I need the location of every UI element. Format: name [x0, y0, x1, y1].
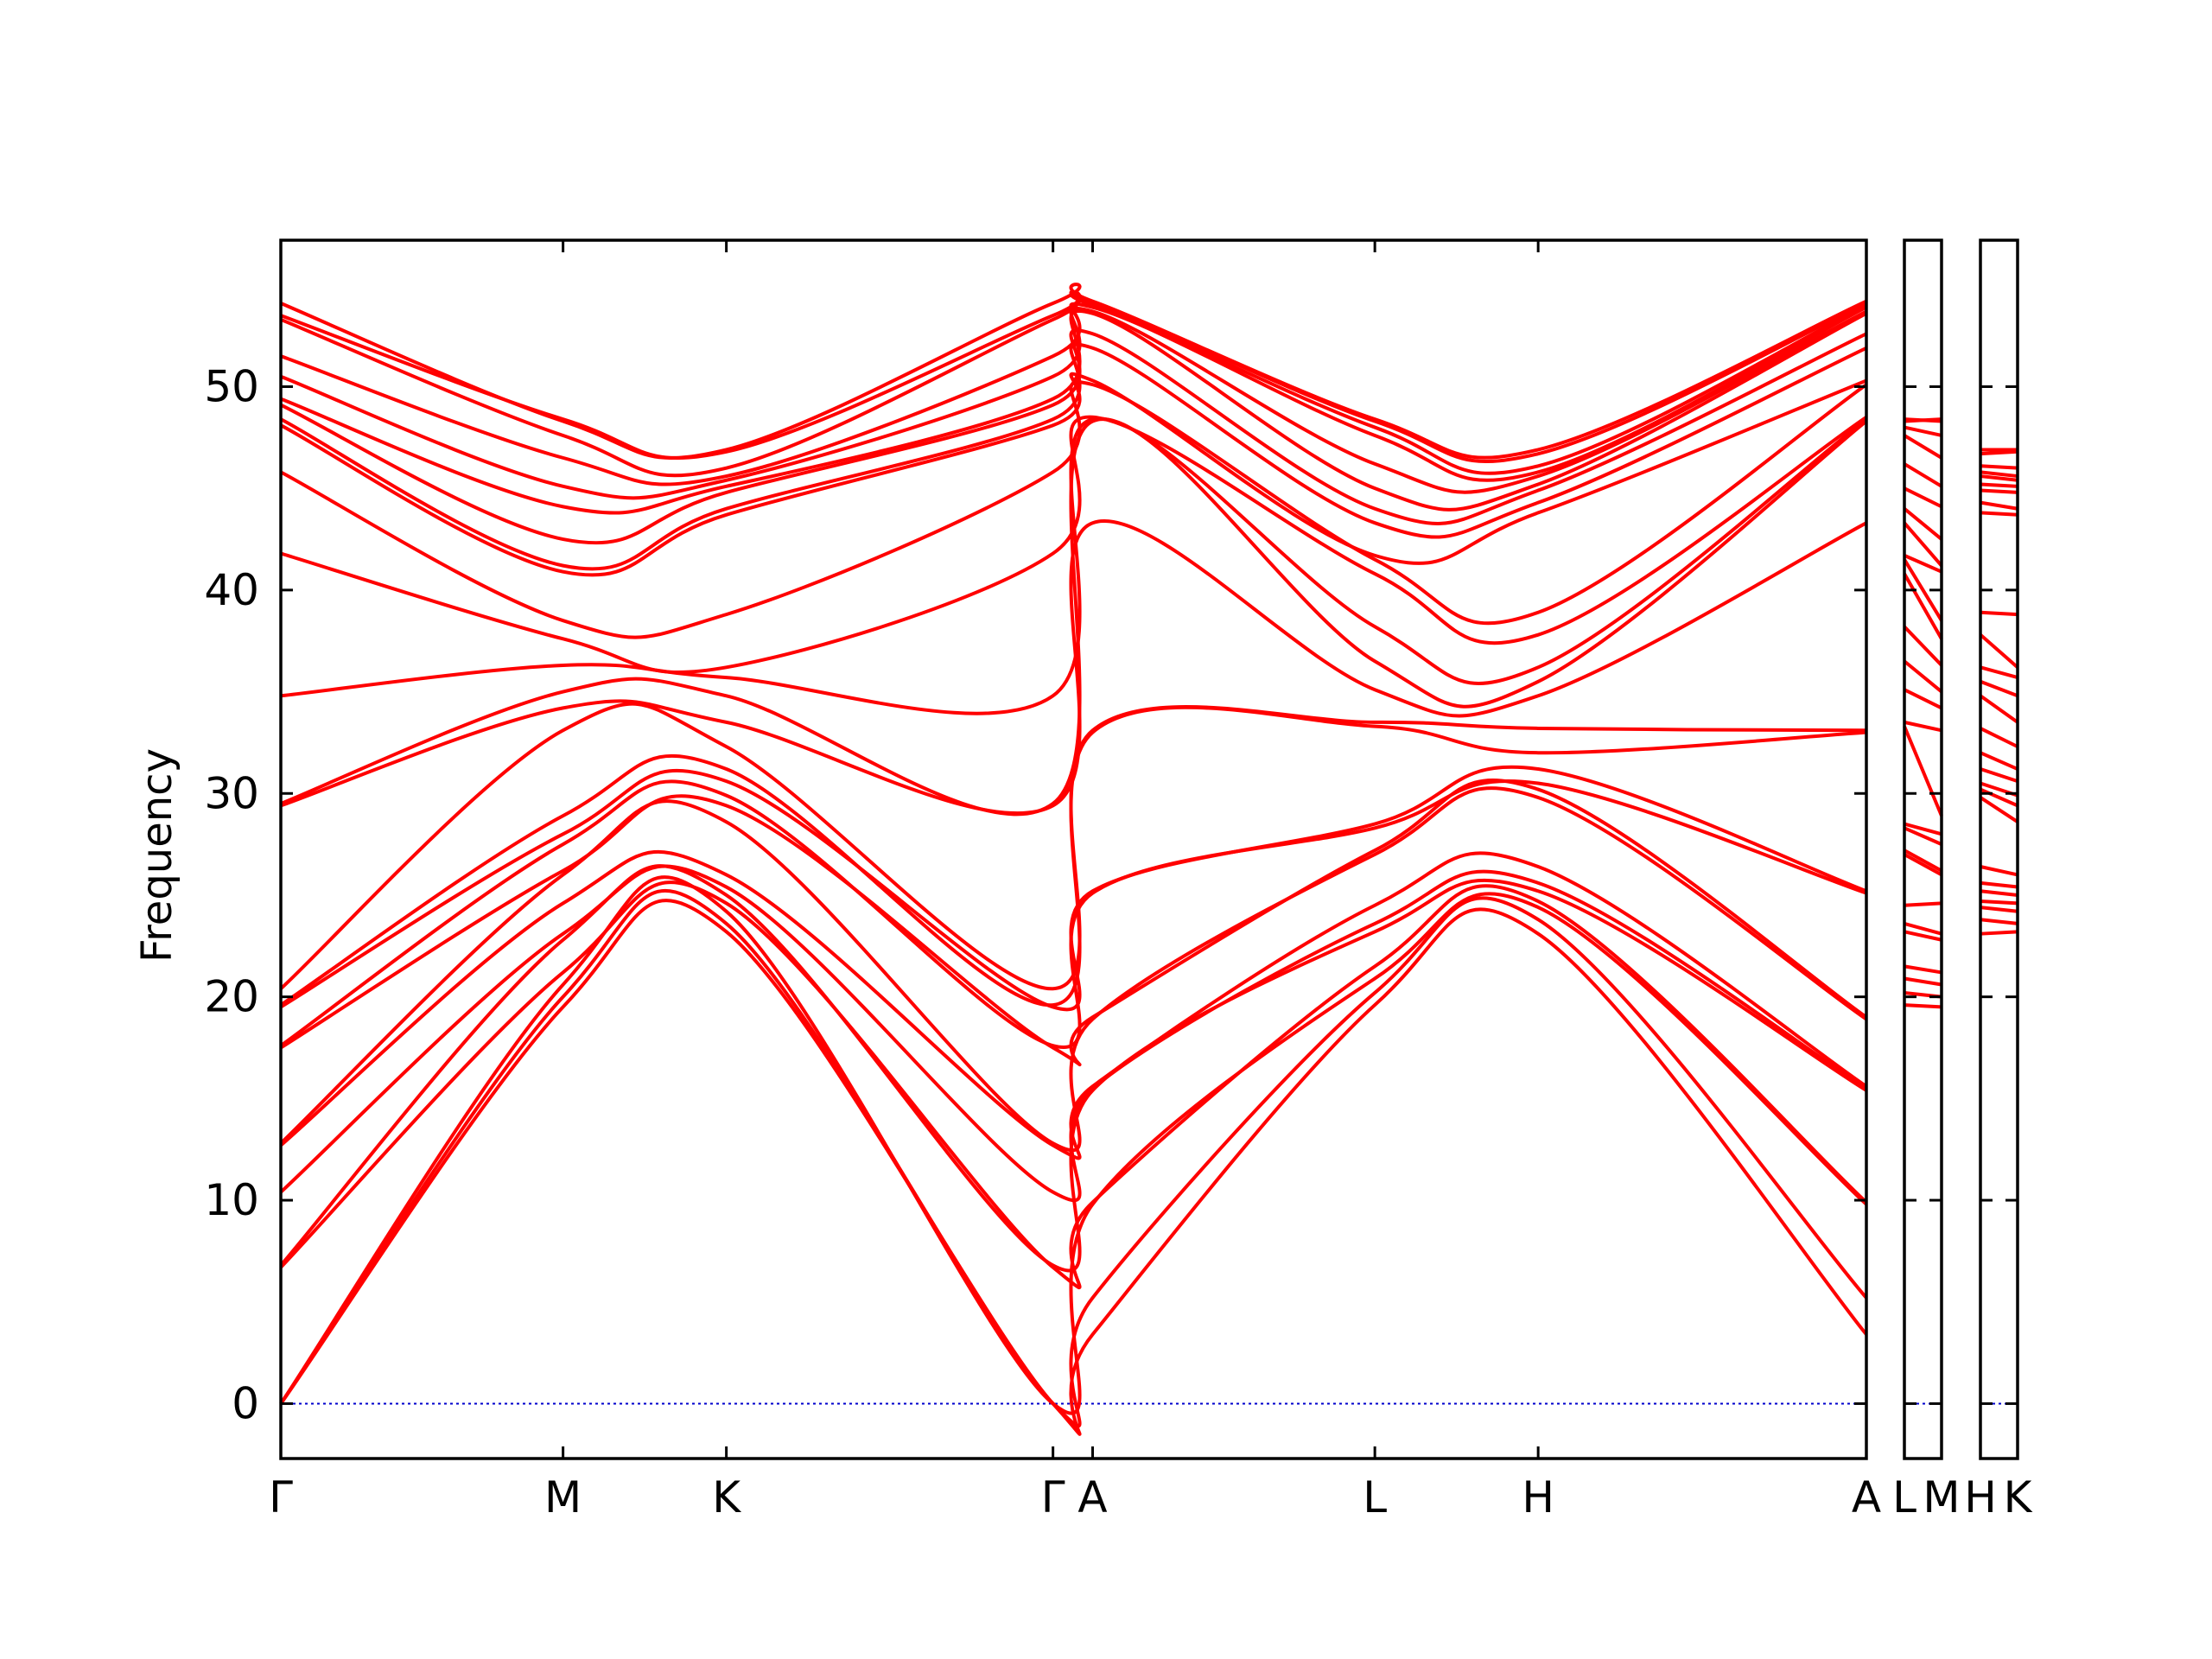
- band-line: [1980, 449, 2018, 456]
- band-line: [280, 416, 1868, 715]
- band-line: [1903, 725, 1943, 817]
- band-line: [1903, 625, 1943, 667]
- kpoint-label: M: [1923, 1472, 1960, 1522]
- band-line: [1904, 826, 1942, 846]
- band-line: [1980, 679, 2018, 698]
- band-line: [1904, 901, 1942, 907]
- band-line: [1980, 488, 2018, 494]
- band-line: [1979, 694, 2019, 724]
- band-line: [1903, 462, 1943, 488]
- band-line: [1903, 507, 1943, 541]
- band-line: [1980, 470, 2018, 479]
- panel-frame: [1979, 238, 2019, 1460]
- band-line: [1980, 482, 2018, 488]
- kpoint-label: Γ: [1041, 1472, 1065, 1522]
- y-tick-label: 50: [204, 361, 259, 411]
- band-line: [1904, 822, 1942, 836]
- band-line: [279, 888, 1868, 1428]
- band-line: [280, 283, 1867, 460]
- kpoint-label: K: [2004, 1472, 2033, 1522]
- band-line: [1980, 610, 2018, 617]
- band-line: [280, 302, 1867, 486]
- band-line: [279, 864, 1868, 1273]
- band-line: [280, 380, 1868, 639]
- band-line: [1904, 688, 1942, 710]
- band-line: [1980, 918, 2018, 925]
- band-line: [1904, 1003, 1942, 1009]
- band-line: [279, 899, 1868, 1436]
- band-line: [1904, 964, 1942, 975]
- kpoint-label: K: [712, 1472, 741, 1522]
- kpoint-label: A: [1077, 1472, 1107, 1522]
- kpoint-label: H: [1964, 1472, 1997, 1522]
- band-line: [1904, 486, 1942, 509]
- band-line: [280, 309, 1867, 515]
- band-line: [1904, 853, 1942, 877]
- band-line: [1903, 573, 1943, 640]
- band-line: [279, 864, 1868, 1203]
- band-line: [280, 519, 1867, 816]
- y-tick-label: 20: [204, 972, 259, 1022]
- kpoint-label: A: [1852, 1472, 1881, 1522]
- band-line: [1980, 500, 2018, 511]
- panel-frame: [1903, 238, 1943, 1460]
- band-line: [279, 849, 1868, 1160]
- band-line: [1904, 849, 1942, 873]
- kpoint-label: M: [544, 1472, 582, 1522]
- band-line: [1980, 665, 2018, 680]
- band-line: [1904, 554, 1942, 574]
- band-line: [1980, 906, 2018, 913]
- band-line: [1979, 796, 2019, 823]
- kpoint-label: L: [1892, 1472, 1916, 1522]
- kpoint-label: H: [1522, 1472, 1554, 1522]
- band-line: [279, 765, 1867, 1012]
- band-line: [1980, 899, 2018, 906]
- band-line: [279, 779, 1868, 1067]
- y-tick-label: 0: [232, 1378, 259, 1428]
- band-line: [279, 779, 1867, 1049]
- kpoint-label: Γ: [269, 1472, 293, 1522]
- band-line: [1904, 921, 1942, 936]
- kpoint-label: L: [1363, 1472, 1387, 1522]
- band-line: [1980, 880, 2018, 889]
- band-line: [1980, 727, 2018, 748]
- band-line: [1904, 976, 1942, 987]
- band-line: [280, 328, 1867, 545]
- band-line: [1903, 558, 1943, 622]
- band-line: [279, 786, 1868, 1153]
- band-line: [279, 875, 1868, 1415]
- y-axis-label: Frequency: [133, 748, 181, 963]
- band-line: [1903, 521, 1943, 567]
- band-line: [1903, 434, 1943, 460]
- panel-frame: [279, 238, 1868, 1460]
- band-line: [1980, 511, 2018, 517]
- band-line: [1904, 425, 1942, 437]
- band-line: [1980, 889, 2018, 897]
- band-line: [1903, 659, 1943, 694]
- band-line: [1980, 464, 2018, 470]
- band-line: [1980, 474, 2018, 482]
- band-line: [1980, 865, 2018, 877]
- band-line: [1904, 720, 1942, 733]
- band-line: [1980, 787, 2018, 808]
- band-line: [1904, 417, 1942, 423]
- band-line: [1979, 633, 2019, 669]
- y-tick-label: 10: [204, 1175, 259, 1225]
- band-line: [279, 702, 1867, 991]
- y-tick-label: 30: [204, 768, 259, 818]
- band-line: [280, 342, 1867, 571]
- y-tick-label: 40: [204, 565, 259, 615]
- band-line: [279, 880, 1868, 1290]
- band-line: [280, 306, 1867, 500]
- band-line: [1980, 930, 2018, 936]
- band-line: [1904, 930, 1942, 942]
- band-line: [1980, 751, 2018, 771]
- band-line: [1980, 767, 2018, 784]
- band-line: [280, 417, 1868, 817]
